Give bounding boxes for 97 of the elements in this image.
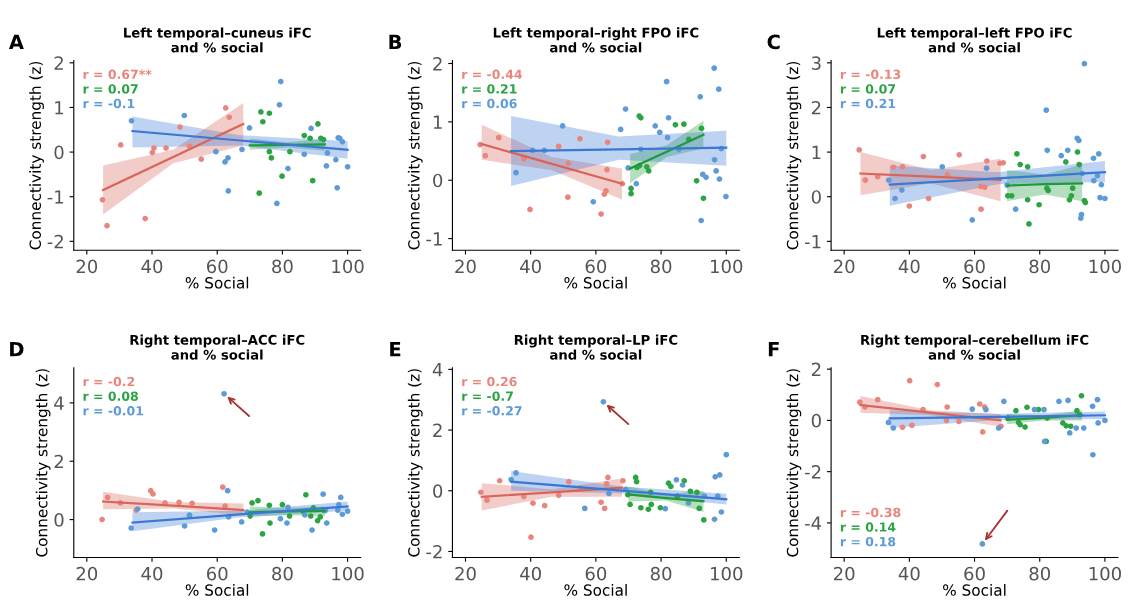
x-tick-label: 20	[76, 259, 98, 274]
y-tick-label: 0	[54, 513, 64, 527]
x-axis-title: % Social	[564, 276, 627, 289]
x-tick-label: 20	[833, 259, 855, 274]
text: r = 0.06	[462, 98, 517, 109]
x-tick-label: 80	[650, 259, 672, 274]
text: r = -0.13	[840, 69, 901, 80]
text: r = 0.07	[840, 84, 896, 94]
x-tick-label: 20	[455, 566, 476, 581]
text: r = -0.7	[462, 391, 513, 401]
text: r = 0.21	[462, 84, 517, 94]
y-tick-label: 2	[433, 423, 442, 437]
x-tick-label: 100	[332, 566, 364, 581]
text: r = 0.07	[83, 84, 138, 94]
text: r = -0.01	[83, 406, 144, 416]
x-axis-title: % Social	[943, 584, 1006, 596]
y-tick-label: 2	[54, 454, 63, 469]
y-tick-label: 2	[811, 362, 821, 376]
text: r = 0.21	[840, 98, 896, 109]
y-tick-label: 2	[811, 100, 821, 115]
y-tick-label: 1	[55, 101, 64, 115]
text: r = 0.08	[83, 391, 138, 401]
x-tick-label: 60	[206, 259, 228, 274]
y-tick-label: 4	[54, 396, 64, 410]
y-tick-label: 1	[433, 115, 442, 129]
y-tick-label: 4	[432, 363, 443, 377]
y-tick-label: 0	[811, 190, 821, 204]
x-tick-label: 80	[650, 566, 672, 581]
y-tick-label: 0	[811, 413, 821, 428]
x-tick-label: 80	[1029, 259, 1051, 274]
y-axis-title: Connectivity strength (z)	[29, 61, 44, 250]
y-tick-label: -2	[47, 234, 63, 249]
x-tick-label: 100	[1089, 259, 1121, 274]
x-tick-label: 60	[206, 566, 228, 581]
y-tick-label: 3	[811, 56, 821, 70]
y-tick-label: 2	[433, 56, 442, 71]
chart-title: Left temporal–cuneus iFC and % social	[124, 27, 311, 53]
y-tick-label: 0	[433, 173, 443, 188]
x-tick-label: 20	[455, 259, 476, 274]
x-axis-title: % Social	[943, 276, 1006, 289]
y-tick-label: -4	[804, 516, 822, 530]
x-tick-label: 60	[964, 259, 985, 274]
x-tick-label: 80	[1029, 566, 1051, 581]
series-label: r = -0.1	[83, 98, 135, 109]
text: A	[8, 34, 24, 49]
x-axis-title: % Social	[185, 276, 249, 289]
y-axis-title: Connectivity strength (z)	[407, 369, 423, 557]
text: r = 0.26	[462, 376, 517, 387]
y-tick-label: -1	[804, 235, 821, 249]
x-tick-label: 100	[711, 259, 743, 274]
text: r = -0.44	[462, 69, 522, 80]
x-tick-label: 20	[833, 566, 855, 581]
x-tick-label: 40	[520, 566, 541, 581]
x-tick-label: 40	[141, 259, 163, 274]
x-tick-label: 40	[520, 259, 541, 274]
text: r = 0.14	[840, 522, 896, 532]
x-tick-label: 100	[711, 566, 743, 581]
text: F	[768, 342, 779, 357]
x-tick-label: 100	[1089, 566, 1121, 581]
y-axis-title: Connectivity strength (z)	[786, 369, 802, 557]
x-tick-label: 20	[76, 566, 98, 581]
chart-title: Left temporal–left FPO iFC and % social	[877, 27, 1072, 53]
y-axis-title: Connectivity strength (z)	[786, 61, 802, 250]
y-tick-label: -1	[47, 190, 64, 204]
y-tick-label: 1	[812, 145, 821, 159]
chart-title: Left temporal–right FPO iFC and % social	[493, 27, 699, 53]
y-tick-label: 0	[433, 484, 443, 498]
text: r = -0.38	[840, 507, 901, 518]
chart-title: Right temporal–ACC iFC and % social	[130, 334, 305, 360]
x-tick-label: 60	[585, 259, 607, 274]
y-axis-title: Connectivity strength (z)	[407, 61, 423, 250]
text: r = 0.18	[840, 536, 896, 547]
y-tick-label: -2	[804, 465, 821, 479]
x-tick-label: 80	[272, 566, 293, 581]
x-tick-label: 60	[964, 566, 985, 581]
x-axis-title: % Social	[564, 584, 627, 596]
x-tick-label: 60	[585, 566, 607, 581]
x-tick-label: 100	[332, 259, 364, 274]
y-tick-label: -2	[426, 544, 442, 559]
y-tick-label: 2	[54, 56, 63, 70]
y-tick-label: -1	[426, 232, 442, 246]
x-axis-title: % Social	[185, 584, 249, 596]
text: r = 0.67**	[83, 69, 152, 80]
text: E	[390, 342, 401, 357]
x-tick-label: 80	[272, 259, 293, 274]
y-tick-label: 0	[54, 145, 64, 160]
chart-title: Right temporal–cerebellum iFC and % social	[861, 334, 1089, 360]
text: r = -0.2	[83, 376, 135, 387]
x-tick-label: 40	[898, 566, 920, 581]
text: D	[10, 342, 24, 357]
text: r = -0.27	[462, 406, 522, 416]
chart-title: Right temporal–LP iFC and % social	[514, 334, 678, 360]
text: C	[767, 34, 780, 50]
y-axis-title: Connectivity strength (z)	[35, 369, 51, 557]
x-tick-label: 40	[898, 259, 920, 274]
text: B	[389, 34, 402, 49]
x-tick-label: 40	[141, 566, 163, 581]
